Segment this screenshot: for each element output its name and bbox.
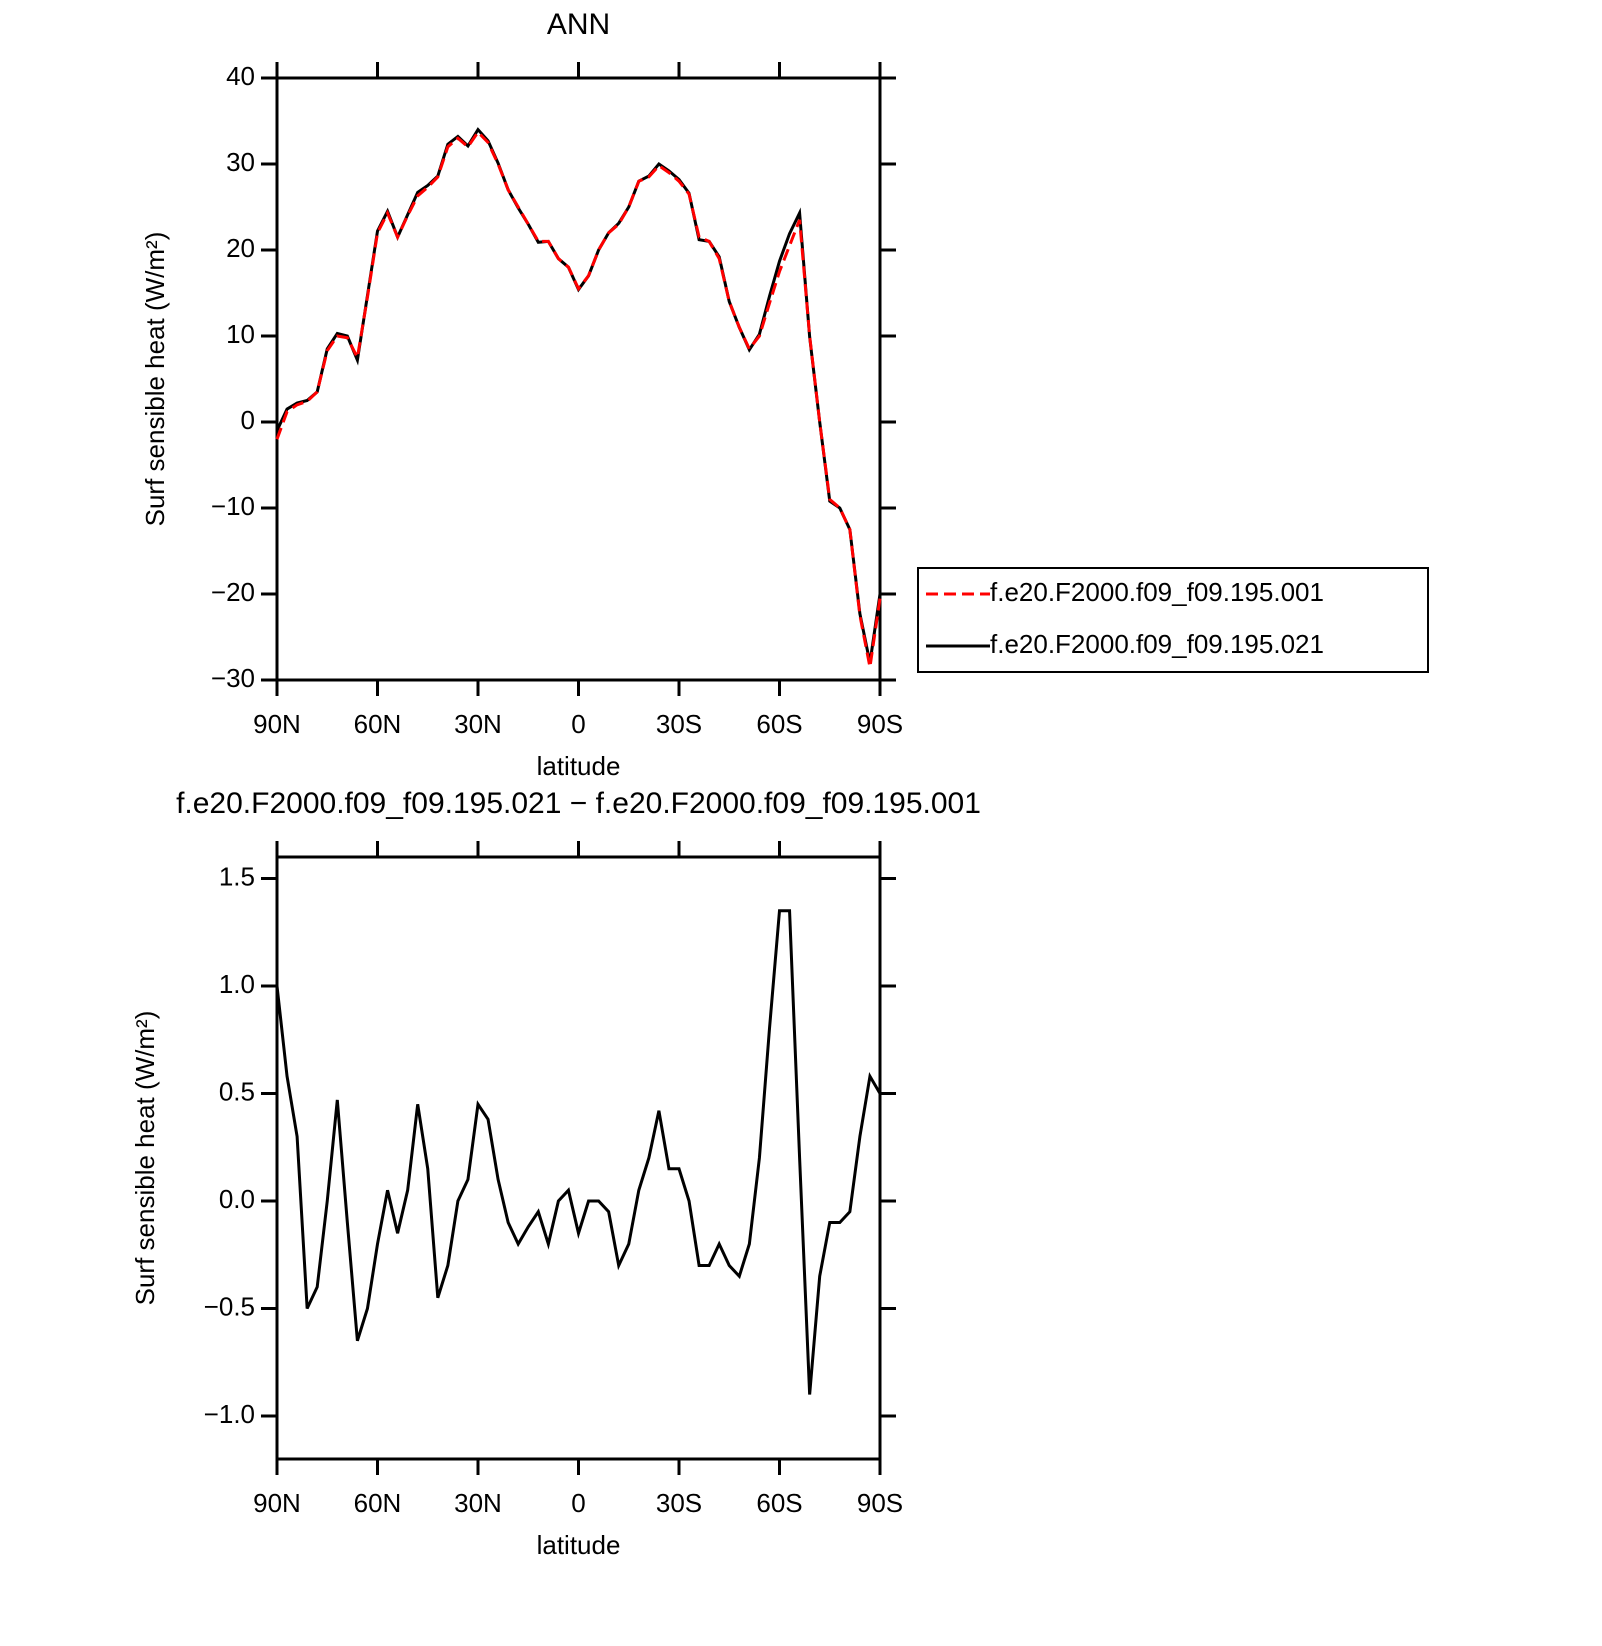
y-axis-label: Surf sensible heat (W/m²) (130, 1011, 160, 1306)
legend-box (917, 567, 1429, 673)
y-tick-label: 0.0 (219, 1184, 255, 1214)
y-tick-label: −0.5 (204, 1291, 255, 1321)
series-line (275, 127, 882, 664)
chart-title: ANN (547, 8, 610, 41)
series-line (275, 129, 882, 668)
legend-label: f.e20.F2000.f09_f09.195.001 (990, 577, 1324, 607)
x-tick-label: 30N (454, 1488, 502, 1518)
y-tick-label: 0.5 (219, 1076, 255, 1106)
y-tick-label: 1.0 (219, 969, 255, 999)
y-tick-label: 10 (226, 319, 255, 349)
y-tick-label: 0 (241, 405, 255, 435)
x-tick-label: 30S (656, 709, 702, 739)
x-tick-label: 60S (756, 709, 802, 739)
y-axis-label: Surf sensible heat (W/m²) (140, 232, 170, 527)
x-tick-label: 0 (571, 709, 585, 739)
chart-title: f.e20.F2000.f09_f09.195.021 − f.e20.F200… (176, 787, 981, 820)
x-tick-label: 90S (857, 1488, 903, 1518)
y-tick-label: 30 (226, 147, 255, 177)
x-tick-label: 90S (857, 709, 903, 739)
x-axis-label: latitude (537, 751, 621, 781)
plot-frame (275, 76, 882, 682)
x-tick-label: 0 (571, 1488, 585, 1518)
plot-frame (275, 855, 882, 1461)
series-line (275, 909, 882, 1395)
x-axis-label: latitude (537, 1530, 621, 1560)
y-tick-label: 1.5 (219, 861, 255, 891)
x-tick-label: 90N (253, 709, 301, 739)
x-tick-label: 60N (354, 1488, 402, 1518)
legend-label: f.e20.F2000.f09_f09.195.021 (990, 629, 1324, 659)
y-tick-label: −30 (211, 663, 255, 693)
x-tick-label: 30N (454, 709, 502, 739)
x-tick-label: 30S (656, 1488, 702, 1518)
x-tick-label: 60S (756, 1488, 802, 1518)
y-tick-label: 40 (226, 61, 255, 91)
y-tick-label: −1.0 (204, 1399, 255, 1429)
x-tick-label: 60N (354, 709, 402, 739)
x-tick-label: 90N (253, 1488, 301, 1518)
y-tick-label: −20 (211, 577, 255, 607)
y-tick-label: 20 (226, 233, 255, 263)
y-tick-label: −10 (211, 491, 255, 521)
